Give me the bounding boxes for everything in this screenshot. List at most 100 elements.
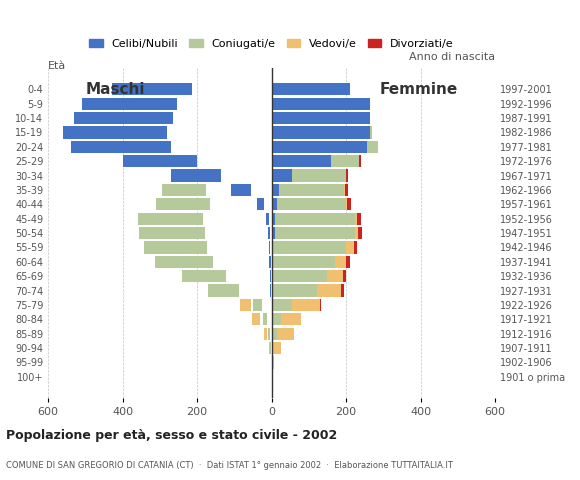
Bar [271, 356, 273, 369]
Bar [367, 141, 378, 153]
Bar [358, 227, 362, 239]
Bar [252, 313, 260, 325]
Bar [327, 270, 343, 282]
Bar [173, 169, 197, 182]
Bar [205, 256, 206, 268]
Bar [202, 241, 205, 253]
Bar [281, 313, 302, 325]
Bar [356, 213, 357, 225]
Bar [269, 241, 270, 253]
Bar [274, 342, 281, 354]
Bar [273, 270, 327, 282]
Bar [199, 241, 202, 253]
Bar [271, 285, 273, 297]
Bar [276, 213, 356, 225]
Bar [204, 198, 207, 210]
Bar [271, 313, 281, 325]
Bar [202, 227, 204, 239]
Bar [271, 213, 275, 225]
Bar [274, 256, 335, 268]
Bar [263, 313, 267, 325]
Bar [279, 184, 344, 196]
Text: Anno di nascita: Anno di nascita [409, 52, 495, 61]
Bar [292, 169, 346, 182]
Bar [171, 155, 184, 168]
Bar [271, 342, 274, 354]
Bar [211, 270, 219, 282]
Bar [271, 155, 331, 168]
Bar [269, 342, 270, 354]
Text: Popolazione per età, sesso e stato civile - 2002: Popolazione per età, sesso e stato civil… [6, 429, 337, 442]
Bar [343, 270, 346, 282]
Bar [111, 83, 191, 96]
Bar [264, 328, 267, 340]
Bar [270, 285, 271, 297]
Bar [317, 285, 341, 297]
Text: Femmine: Femmine [379, 82, 458, 97]
Bar [345, 184, 348, 196]
Bar [240, 299, 251, 311]
Bar [228, 285, 229, 297]
Bar [277, 198, 346, 210]
Bar [266, 213, 269, 225]
Bar [346, 169, 348, 182]
Bar [271, 256, 274, 268]
Bar [344, 184, 345, 196]
Bar [274, 241, 346, 253]
Bar [123, 155, 197, 168]
Bar [271, 299, 292, 311]
Bar [273, 285, 317, 297]
Bar [74, 112, 173, 124]
Bar [204, 256, 208, 268]
Bar [268, 227, 270, 239]
Bar [346, 241, 354, 253]
Bar [346, 198, 347, 210]
Bar [231, 184, 251, 196]
Bar [213, 270, 216, 282]
Bar [182, 270, 226, 282]
Bar [63, 126, 168, 139]
Bar [257, 198, 264, 210]
Bar [271, 270, 273, 282]
Bar [271, 97, 370, 110]
Bar [139, 213, 204, 225]
Bar [292, 299, 320, 311]
Bar [270, 270, 271, 282]
Bar [354, 241, 357, 253]
Bar [171, 169, 222, 182]
Bar [155, 256, 213, 268]
Text: COMUNE DI SAN GREGORIO DI CATANIA (CT)  ·  Dati ISTAT 1° gennaio 2002  ·  Elabor: COMUNE DI SAN GREGORIO DI CATANIA (CT) ·… [6, 461, 452, 470]
Bar [357, 213, 361, 225]
Bar [194, 169, 195, 182]
Bar [271, 184, 279, 196]
Bar [354, 227, 358, 239]
Bar [269, 256, 270, 268]
Bar [271, 227, 274, 239]
Bar [331, 155, 359, 168]
Bar [164, 141, 168, 153]
Bar [271, 198, 277, 210]
Bar [204, 184, 205, 196]
Bar [271, 328, 277, 340]
Bar [271, 141, 367, 153]
Bar [220, 285, 230, 297]
Bar [156, 198, 210, 210]
Bar [273, 356, 274, 369]
Bar [82, 97, 177, 110]
Bar [143, 241, 207, 253]
Bar [370, 126, 372, 139]
Bar [341, 285, 344, 297]
Bar [208, 285, 239, 297]
Bar [271, 241, 274, 253]
Bar [268, 328, 270, 340]
Bar [359, 155, 361, 168]
Bar [271, 83, 350, 96]
Bar [274, 227, 354, 239]
Bar [200, 227, 202, 239]
Bar [270, 342, 271, 354]
Bar [271, 112, 370, 124]
Bar [346, 256, 350, 268]
Bar [253, 299, 262, 311]
Bar [347, 198, 350, 210]
Text: Età: Età [48, 60, 67, 71]
